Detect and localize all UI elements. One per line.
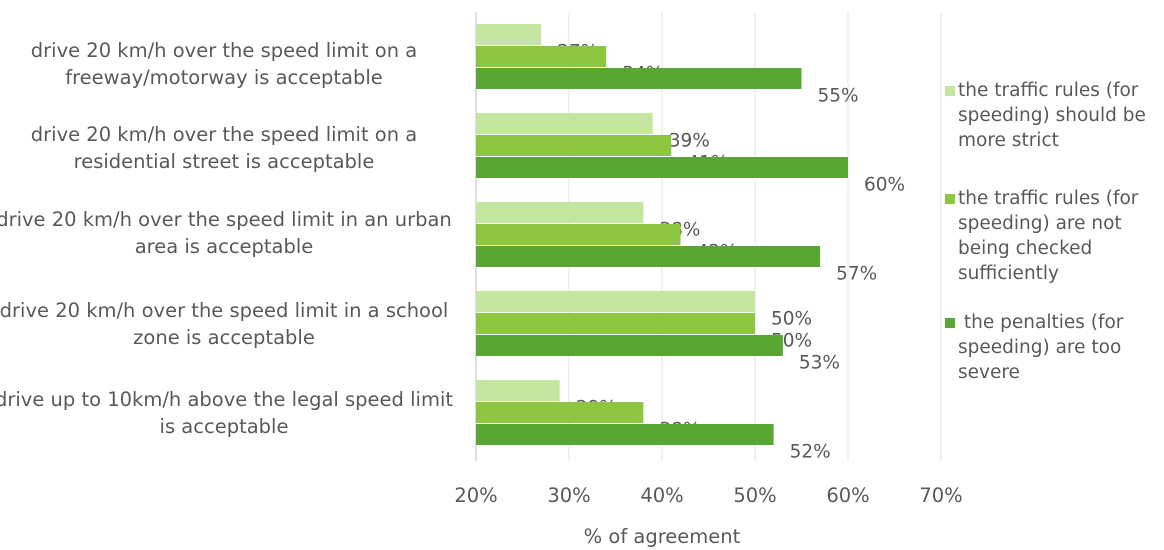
data-label: 53% <box>799 353 840 374</box>
data-label: 39% <box>669 131 710 152</box>
bar <box>476 424 774 445</box>
bar <box>476 46 607 67</box>
bar <box>476 24 542 45</box>
x-tick-label: 30% <box>547 484 590 507</box>
legend-item-penalties: the penalties (for speeding) are too sev… <box>945 310 1160 385</box>
data-label: 50% <box>771 309 812 330</box>
data-label: 60% <box>864 175 905 196</box>
data-label: 57% <box>836 264 877 285</box>
legend-label-not-checked: the traffic rules (for speeding) are not… <box>958 188 1139 284</box>
legend-item-strict: the traffic rules (for speeding) should … <box>945 78 1160 153</box>
bar <box>476 402 644 423</box>
category-label-2: drive 20 km/h over the speed limit in an… <box>0 208 452 258</box>
x-tick-label: 40% <box>640 484 683 507</box>
bar <box>476 113 653 134</box>
x-axis-title: % of agreement <box>583 525 741 548</box>
x-tick-label: 70% <box>919 484 962 507</box>
legend-swatch-penalties <box>945 318 955 328</box>
bar <box>476 380 560 401</box>
bar <box>476 224 681 245</box>
data-label: 55% <box>818 86 859 107</box>
category-label-3: drive 20 km/h over the speed limit in a … <box>0 299 449 349</box>
legend-swatch-not-checked <box>945 194 955 204</box>
data-label: 52% <box>790 442 831 463</box>
category-label-1: drive 20 km/h over the speed limit on a … <box>30 123 418 173</box>
category-label-4: drive up to 10km/h above the legal speed… <box>0 388 454 438</box>
bar <box>476 335 783 356</box>
x-tick-label: 60% <box>826 484 869 507</box>
x-tick-label: 50% <box>733 484 776 507</box>
legend-label-strict: the traffic rules (for speeding) should … <box>958 80 1146 151</box>
category-label-0: drive 20 km/h over the speed limit on a … <box>30 39 418 89</box>
bar <box>476 313 755 334</box>
bar <box>476 246 821 267</box>
legend-label-penalties: the penalties (for speeding) are too sev… <box>958 312 1130 383</box>
legend-item-not-checked: the traffic rules (for speeding) are not… <box>945 186 1160 286</box>
bar <box>476 68 802 89</box>
bar <box>476 202 644 223</box>
bar <box>476 135 672 156</box>
bar <box>476 157 848 178</box>
bar <box>476 291 755 312</box>
x-tick-label: 20% <box>454 484 497 507</box>
legend-swatch-strict <box>945 86 955 96</box>
